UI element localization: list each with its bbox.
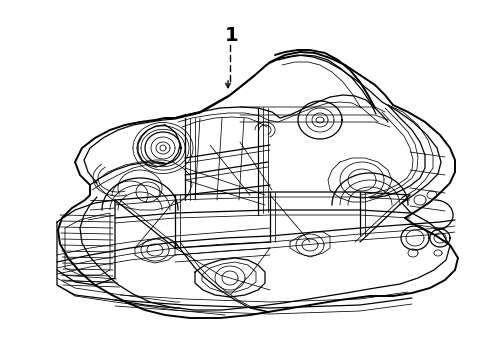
Text: 1: 1 bbox=[225, 26, 239, 45]
